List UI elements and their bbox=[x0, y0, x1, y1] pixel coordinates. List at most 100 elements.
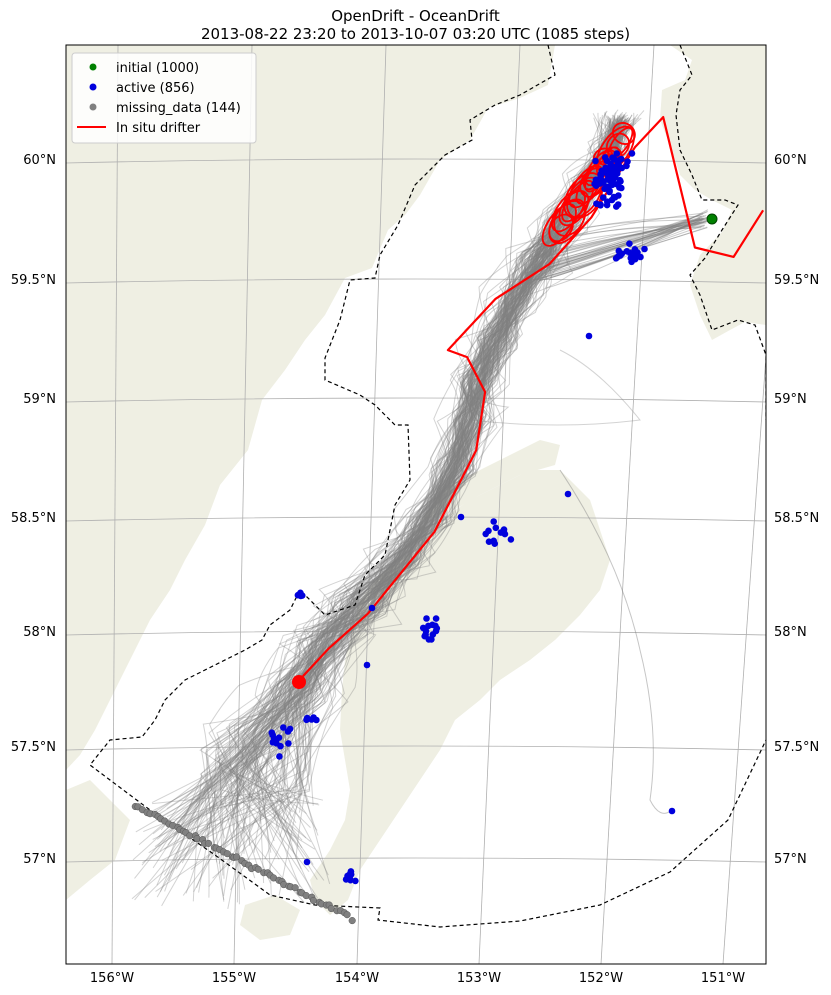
parallel-line bbox=[66, 278, 766, 284]
active-point bbox=[500, 526, 508, 533]
land-south-island bbox=[240, 895, 300, 940]
particle-trajectory bbox=[208, 117, 642, 887]
chart-subtitle: 2013-08-22 23:20 to 2013-10-07 03:20 UTC… bbox=[200, 25, 631, 43]
particle-trajectory bbox=[164, 117, 613, 850]
active-point bbox=[600, 194, 607, 201]
active-point bbox=[368, 604, 376, 612]
particle-trajectory bbox=[220, 119, 627, 810]
active-point bbox=[631, 251, 639, 258]
particle-trajectory bbox=[537, 213, 704, 270]
active-point bbox=[585, 332, 593, 340]
active-point bbox=[592, 176, 600, 184]
particle-trajectory bbox=[275, 118, 628, 829]
y-tick-label-left: 60°N bbox=[23, 153, 56, 168]
particle-trajectory bbox=[191, 122, 616, 836]
particle-trajectory bbox=[238, 118, 621, 830]
particle-trajectory bbox=[533, 219, 708, 240]
active-point bbox=[631, 246, 639, 253]
particle-trajectory bbox=[205, 114, 621, 839]
particle-trajectory bbox=[527, 217, 701, 261]
drifter-loop bbox=[612, 122, 636, 145]
y-tick-label-left: 59°N bbox=[23, 392, 56, 407]
particle-trajectory bbox=[224, 115, 627, 848]
particle-trajectory bbox=[166, 117, 632, 810]
active-point bbox=[303, 714, 311, 722]
land-afognak bbox=[420, 440, 560, 520]
x-tick-label: 154°W bbox=[335, 971, 379, 986]
active-point bbox=[286, 725, 294, 733]
active-point bbox=[641, 245, 648, 253]
parallel-line bbox=[66, 158, 766, 164]
active-point bbox=[294, 591, 302, 599]
y-tick-label-right: 57.5°N bbox=[774, 740, 819, 755]
particle-trajectory bbox=[148, 117, 618, 854]
active-point bbox=[313, 716, 320, 724]
drifter-line bbox=[302, 116, 765, 678]
meridian-line bbox=[600, 45, 655, 964]
active-point bbox=[616, 184, 623, 191]
particle-trajectory bbox=[273, 127, 618, 820]
parallel-line bbox=[66, 516, 766, 522]
particle-trajectory bbox=[219, 115, 619, 876]
meridian-line bbox=[233, 45, 253, 964]
legend-box bbox=[71, 52, 257, 144]
active-point bbox=[271, 738, 279, 746]
particle-trajectory bbox=[539, 215, 701, 240]
particle-trajectory bbox=[168, 122, 620, 882]
chart-title: OpenDrift - OceanDrift bbox=[331, 7, 500, 25]
active-point bbox=[268, 729, 276, 736]
legend-label-missing: missing_data (144) bbox=[116, 101, 241, 116]
active-point bbox=[507, 536, 515, 543]
active-point bbox=[598, 167, 606, 175]
missing-data-point bbox=[309, 896, 318, 905]
particle-trajectory bbox=[135, 117, 637, 833]
missing-data-point bbox=[343, 911, 351, 919]
particle-trajectory bbox=[539, 226, 702, 257]
active-point bbox=[564, 490, 572, 498]
particle-trajectory bbox=[181, 121, 612, 833]
y-tick-label-left: 58.5°N bbox=[11, 511, 56, 526]
x-tick-label: 152°W bbox=[579, 971, 623, 986]
particle-trajectory bbox=[469, 349, 641, 426]
missing-data-point bbox=[233, 853, 241, 861]
particle-trajectory bbox=[269, 117, 601, 888]
meridian-line bbox=[111, 45, 119, 964]
active-point bbox=[616, 156, 624, 164]
particle-trajectory bbox=[147, 128, 629, 818]
land-northeast bbox=[660, 45, 766, 340]
particle-trajectory bbox=[233, 119, 624, 903]
active-point bbox=[429, 631, 437, 638]
y-tick-label-left: 57°N bbox=[23, 852, 56, 867]
particle-trajectory bbox=[191, 121, 608, 821]
land-layer bbox=[66, 45, 766, 940]
drifter-loop bbox=[568, 164, 604, 209]
y-tick-label-right: 60°N bbox=[774, 153, 807, 168]
particle-trajectory bbox=[208, 111, 624, 810]
active-point bbox=[618, 164, 626, 172]
particle-trajectory bbox=[232, 120, 625, 817]
particle-trajectory bbox=[233, 115, 619, 884]
particle-trajectory bbox=[215, 115, 621, 856]
y-tick-label-right: 59.5°N bbox=[774, 273, 819, 288]
particle-trajectory bbox=[264, 118, 615, 860]
particle-trajectory bbox=[260, 121, 622, 876]
active-point bbox=[626, 249, 634, 257]
particle-trajectory bbox=[196, 124, 626, 888]
parallel-line bbox=[66, 857, 766, 863]
legend-label-drifter: In situ drifter bbox=[116, 121, 201, 136]
y-tick-label-left: 57.5°N bbox=[11, 740, 56, 755]
particle-trajectory bbox=[538, 218, 707, 256]
particle-trajectory bbox=[533, 217, 709, 274]
particle-trajectory bbox=[142, 121, 610, 864]
particle-trajectory bbox=[167, 122, 618, 846]
particle-trajectory bbox=[155, 120, 623, 892]
legend-marker-missing bbox=[89, 103, 97, 111]
particle-trajectory bbox=[240, 122, 623, 903]
initial-position-marker bbox=[706, 213, 718, 225]
parallel-line bbox=[66, 630, 766, 636]
particle-trajectory bbox=[274, 109, 619, 813]
particle-trajectory bbox=[191, 117, 612, 836]
meridian-line bbox=[722, 350, 766, 964]
particle-trajectory bbox=[246, 121, 625, 848]
particle-positions bbox=[131, 150, 676, 925]
